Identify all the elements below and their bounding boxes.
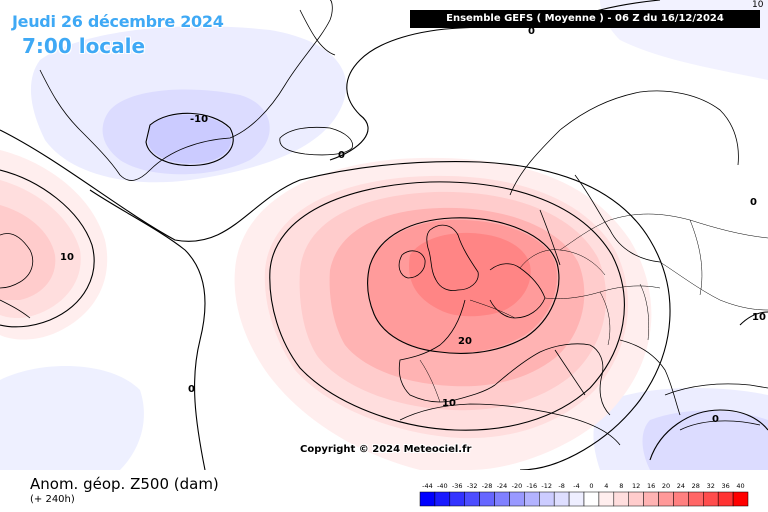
legend-swatch: [673, 491, 689, 507]
legend-tick-label: 20: [662, 482, 670, 490]
legend-swatch: [628, 491, 644, 507]
contour-lines: [0, 0, 768, 470]
legend-swatch: [479, 491, 495, 507]
legend-swatch: [643, 491, 659, 507]
contour-label: 0: [712, 414, 719, 425]
legend-tick-label: 12: [632, 482, 640, 490]
legend-tick-label: 36: [721, 482, 729, 490]
legend-swatch: [703, 491, 719, 507]
legend-tick-label: -24: [497, 482, 508, 490]
run-banner: Ensemble GEFS ( Moyenne ) - 06 Z du 16/1…: [410, 10, 760, 28]
legend-swatch: [658, 491, 674, 507]
legend-tick-label: 8: [619, 482, 623, 490]
legend-swatch: [553, 491, 570, 507]
legend-swatch: [464, 491, 480, 507]
contour-label: 10: [752, 312, 766, 323]
legend-swatch: [598, 491, 615, 507]
legend-tick-label: -28: [482, 482, 493, 490]
legend-swatch: [717, 491, 734, 507]
legend-swatch: [494, 491, 510, 507]
contour-labels: -10 0 10 20 0 10 10 0 0 0: [60, 26, 766, 425]
legend-swatch: [539, 491, 555, 507]
legend-swatch: [613, 491, 629, 507]
legend-tick-label: 28: [692, 482, 700, 490]
legend-swatch: [434, 491, 451, 507]
forecast-date: Jeudi 26 décembre 2024: [12, 12, 224, 31]
positive-anomaly-europe: [234, 157, 652, 470]
anomaly-map: -10 0 10 20 0 10 10 0 0 0: [0, 0, 768, 470]
legend-tick-label: -32: [467, 482, 478, 490]
contour-label: -10: [190, 114, 208, 125]
legend-tick-label: 40: [736, 482, 744, 490]
negative-anomaly-east-med: [593, 388, 768, 470]
legend-tick-label: -20: [512, 482, 523, 490]
legend-tick-label: -44: [422, 482, 433, 490]
legend-tick-label: -12: [541, 482, 552, 490]
contour-label: 20: [458, 336, 472, 347]
legend-tick-label: 16: [647, 482, 655, 490]
legend-swatch: [732, 491, 749, 507]
legend-tick-label: -36: [452, 482, 463, 490]
country-borders: [419, 213, 768, 403]
legend-tick-label: 0: [589, 482, 593, 490]
legend-swatch: [568, 491, 585, 507]
legend-tick-label: 4: [604, 482, 608, 490]
legend-tick-label: -4: [573, 482, 579, 490]
negative-anomaly-atlantic: [0, 366, 144, 470]
legend-swatch: [509, 491, 525, 507]
footer-title: Anom. géop. Z500 (dam): [30, 475, 219, 493]
contour-label: 0: [528, 26, 535, 37]
legend-tick-label: -16: [527, 482, 538, 490]
contour-label: 0: [750, 197, 757, 208]
coastlines: [0, 0, 768, 446]
copyright-text: Copyright © 2024 Meteociel.fr: [300, 444, 472, 455]
legend-tick-label: 32: [707, 482, 715, 490]
contour-label: 10: [442, 398, 456, 409]
legend-swatch: [688, 491, 704, 507]
legend-swatch: [419, 491, 436, 507]
footer-subtitle: (+ 240h): [30, 494, 75, 505]
forecast-local-time: 7:00 locale: [22, 34, 146, 58]
legend-swatch: [583, 491, 600, 507]
contour-label: 0: [338, 150, 345, 161]
contour-label: 10: [60, 252, 74, 263]
legend-tick-label: -8: [558, 482, 564, 490]
contour-label: 0: [188, 384, 195, 395]
legend-swatch: [524, 491, 540, 507]
positive-anomaly-west-atlantic: [0, 150, 108, 340]
legend-swatch: [449, 491, 465, 507]
corner-label: 10: [752, 0, 764, 10]
legend-tick-label: 24: [677, 482, 685, 490]
legend-tick-label: -40: [437, 482, 448, 490]
